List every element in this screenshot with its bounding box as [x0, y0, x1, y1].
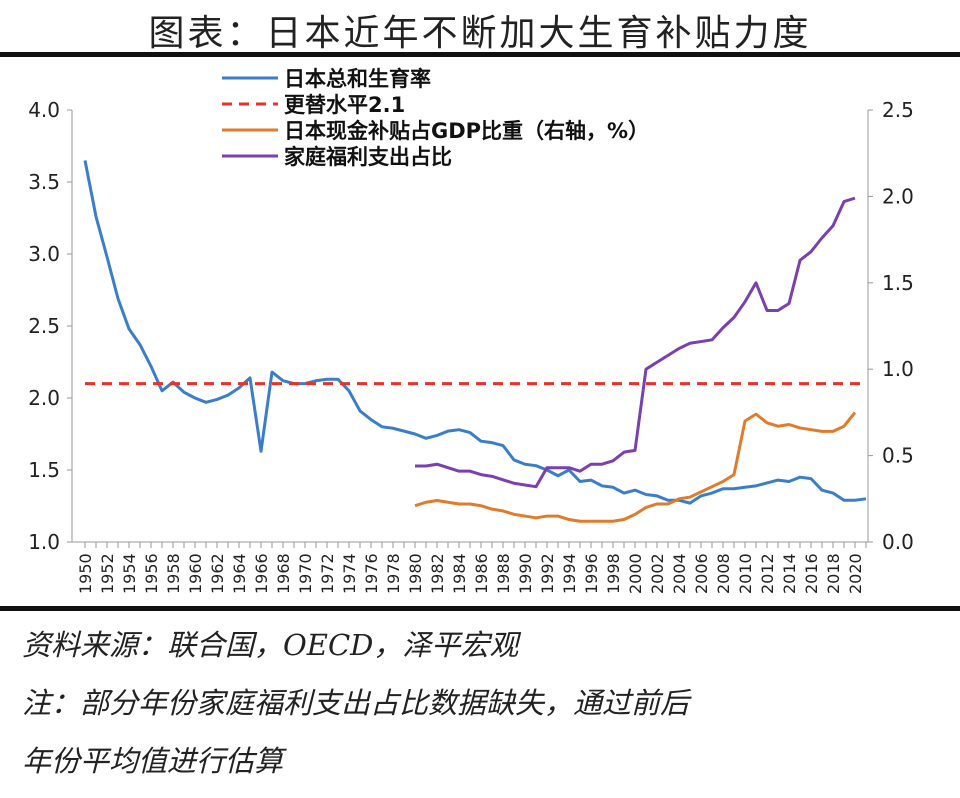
x-tick-label: 1986: [472, 553, 491, 594]
legend-label-1: 更替水平2.1: [284, 93, 405, 117]
left-tick-label: 3.5: [28, 170, 60, 194]
left-tick-label: 2.5: [28, 314, 60, 338]
x-tick-label: 1950: [76, 553, 95, 594]
x-tick-label: 1998: [604, 553, 623, 594]
x-tick-label: 2010: [736, 553, 755, 594]
chart: 1.0 1.5 2.0 2.5 3.0 3.5 4.0 0.0 0.5 1.0 1.5 2.0 2.5 1…: [28, 67, 914, 594]
x-tick-label: 1966: [252, 553, 271, 594]
source-note: 资料来源：联合国，OECD，泽平宏观: [22, 628, 519, 662]
bottom-rule: [0, 606, 960, 611]
footnote-line-2: 年份平均值进行估算: [22, 744, 284, 778]
x-tick-label: 1992: [538, 553, 557, 594]
x-tick-label: 1970: [296, 553, 315, 594]
x-tick-label: 2008: [714, 553, 733, 594]
right-tick-label: 0.5: [882, 444, 914, 468]
chart-title: 图表：日本近年不断加大生育补贴力度: [148, 13, 812, 54]
left-tick-label: 1.5: [28, 458, 60, 482]
x-tick-label: 2002: [648, 553, 667, 594]
x-tick-label: 2016: [802, 553, 821, 594]
x-tick-label: 2014: [780, 553, 799, 594]
x-tick-label: 1958: [164, 553, 183, 594]
series-line-0: [83, 160, 867, 505]
x-tick-label: 1994: [560, 553, 579, 594]
x-tick-label: 1980: [406, 553, 425, 594]
x-tick-label: 1968: [274, 553, 293, 594]
x-tick-label: 1962: [208, 553, 227, 594]
x-tick-label: 2004: [670, 553, 689, 594]
left-tick-label: 4.0: [28, 98, 60, 122]
x-tick-label: 1978: [384, 553, 403, 594]
x-tick-label: 1952: [98, 553, 117, 594]
x-tick-label: 2006: [692, 553, 711, 594]
x-tick-label: 1990: [516, 553, 535, 594]
x-tick-label: 1996: [582, 553, 601, 594]
x-tick-label: 2020: [846, 553, 865, 594]
right-tick-label: 0.0: [882, 530, 914, 554]
top-rule: [0, 52, 960, 57]
x-tick-label: 2018: [824, 553, 843, 594]
x-tick-label: 1960: [186, 553, 205, 594]
left-tick-label: 3.0: [28, 242, 60, 266]
x-tick-label: 1972: [318, 553, 337, 594]
x-tick-label: 2012: [758, 553, 777, 594]
series-line-3: [415, 196, 856, 489]
x-tick-label: 2000: [626, 553, 645, 594]
legend-label-2: 日本现金补贴占GDP比重（右轴，%）: [284, 119, 649, 143]
x-tick-label: 1988: [494, 553, 513, 594]
footnote-line-1: 注：部分年份家庭福利支出占比数据缺失，通过前后: [22, 686, 690, 720]
x-tick-label: 1976: [362, 553, 381, 594]
left-tick-label: 2.0: [28, 386, 60, 410]
right-tick-label: 2.0: [882, 184, 914, 208]
x-tick-label: 1954: [120, 553, 139, 594]
series-line-2: [414, 411, 857, 523]
right-tick-label: 1.5: [882, 271, 914, 295]
x-tick-label: 1982: [428, 553, 447, 594]
right-tick-label: 1.0: [882, 357, 914, 381]
x-tick-label: 1964: [230, 553, 249, 594]
x-tick-label: 1956: [142, 553, 161, 594]
x-tick-label: 1974: [340, 553, 359, 594]
x-tick-label: 1984: [450, 553, 469, 594]
left-tick-label: 1.0: [28, 530, 60, 554]
legend-label-3: 家庭福利支出占比: [284, 145, 452, 169]
legend-label-0: 日本总和生育率: [284, 67, 431, 91]
right-tick-label: 2.5: [882, 98, 914, 122]
